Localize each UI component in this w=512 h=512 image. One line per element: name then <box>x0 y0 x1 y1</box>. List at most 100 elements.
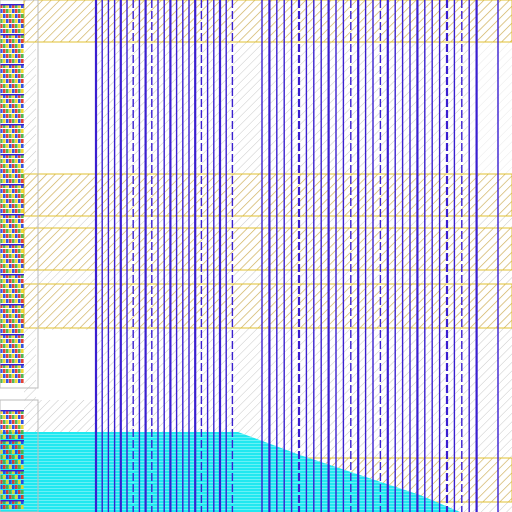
cell-block-178 <box>3 114 6 118</box>
cell-block-302 <box>15 189 18 193</box>
cell-block-502 <box>15 314 18 318</box>
cell-block-414 <box>15 259 18 263</box>
cell-block-381 <box>12 239 15 243</box>
cell-block-451 <box>6 284 9 288</box>
cell-block-247 <box>18 154 21 158</box>
cell-block-342 <box>15 214 18 218</box>
cell-block-lower-151 <box>18 500 21 504</box>
cell-block-571 <box>6 359 9 363</box>
cell-block-23 <box>18 14 21 18</box>
cell-block-40 <box>21 24 24 28</box>
cell-block-lower-89 <box>0 465 3 469</box>
cell-block-320 <box>21 199 24 203</box>
cell-block-lower-127 <box>18 485 21 489</box>
cell-block-lower-12 <box>9 415 12 419</box>
cell-block-380 <box>9 239 12 243</box>
cell-block-15 <box>18 9 21 13</box>
cell-block-lower-14 <box>15 415 18 419</box>
cell-block-334 <box>15 209 18 213</box>
cell-block-223 <box>18 139 21 143</box>
cell-block-347 <box>6 219 9 223</box>
cell-block-74 <box>3 49 6 53</box>
cell-block-589 <box>12 369 15 373</box>
cell-block-453 <box>12 284 15 288</box>
cell-block-7 <box>18 4 21 8</box>
cell-block-250 <box>3 159 6 163</box>
cell-block-535 <box>18 334 21 338</box>
cell-block-165 <box>12 104 15 108</box>
cell-block-lower-52 <box>9 440 12 444</box>
cell-block-487 <box>18 304 21 308</box>
cell-block-514 <box>3 324 6 328</box>
cell-block-lower-16 <box>21 415 24 419</box>
cell-block-463 <box>18 289 21 293</box>
cell-block-218 <box>3 139 6 143</box>
cell-block-481 <box>0 304 3 308</box>
cell-block-lower-3 <box>6 410 9 414</box>
cell-block-240 <box>21 149 24 153</box>
cell-block-219 <box>6 139 9 143</box>
cell-block-253 <box>12 159 15 163</box>
cell-block-rail-154 <box>0 154 24 156</box>
cell-block-444 <box>9 279 12 283</box>
cell-block-192 <box>21 119 24 123</box>
cell-block-276 <box>9 174 12 178</box>
cell-block-198 <box>15 124 18 128</box>
cell-block-89 <box>0 59 3 63</box>
cell-block-278 <box>15 174 18 178</box>
cell-block-581 <box>12 364 15 368</box>
cell-block-415 <box>18 259 21 263</box>
cell-block-566 <box>15 354 18 358</box>
standard-cell-column <box>0 4 24 509</box>
cell-block-432 <box>21 269 24 273</box>
cell-block-42 <box>3 29 6 33</box>
cell-block-129 <box>0 84 3 88</box>
cell-block-194 <box>3 124 6 128</box>
cell-block-18 <box>3 14 6 18</box>
cell-block-528 <box>21 329 24 333</box>
cell-block-59 <box>6 39 9 43</box>
cell-block-95 <box>18 59 21 63</box>
cell-block-108 <box>9 69 12 73</box>
cell-block-372 <box>9 234 12 238</box>
cell-block-lower-107 <box>6 475 9 479</box>
cell-block-lower-45 <box>12 435 15 439</box>
cell-block-lower-85 <box>12 460 15 464</box>
cell-block-lower-98 <box>3 470 6 474</box>
cell-block-lower-2 <box>3 410 6 414</box>
cell-block-569 <box>0 359 3 363</box>
cell-block-163 <box>6 104 9 108</box>
white-gap-top <box>36 42 96 174</box>
cell-block-309 <box>12 194 15 198</box>
cell-block-lower-26 <box>3 425 6 429</box>
cell-block-570 <box>3 359 6 363</box>
cell-block-lower-1 <box>0 410 3 414</box>
cell-block-187 <box>6 119 9 123</box>
cell-block-111 <box>18 69 21 73</box>
cell-block-263 <box>18 164 21 168</box>
cell-block-rail-364 <box>0 364 24 366</box>
cell-block-285 <box>12 179 15 183</box>
cell-block-90 <box>3 59 6 63</box>
cell-block-lower-24 <box>21 420 24 424</box>
cell-block-575 <box>18 359 21 363</box>
cell-block-rail-214 <box>0 214 24 216</box>
cell-block-142 <box>15 89 18 93</box>
cell-block-lower-91 <box>6 465 9 469</box>
cell-block-395 <box>6 249 9 253</box>
cell-block-488 <box>21 304 24 308</box>
cell-block-lower-73 <box>0 455 3 459</box>
cell-block-425 <box>0 269 3 273</box>
cell-block-35 <box>6 24 9 28</box>
cell-block-411 <box>6 259 9 263</box>
cell-block-596 <box>9 374 12 378</box>
cell-block-418 <box>3 264 6 268</box>
cell-block-lower-153 <box>0 505 3 509</box>
cell-block-455 <box>18 284 21 288</box>
cell-block-lower-97 <box>0 470 3 474</box>
cell-block-365 <box>12 229 15 233</box>
cell-block-47 <box>18 29 21 33</box>
cell-block-234 <box>3 149 6 153</box>
cell-block-lower-156 <box>9 505 12 509</box>
